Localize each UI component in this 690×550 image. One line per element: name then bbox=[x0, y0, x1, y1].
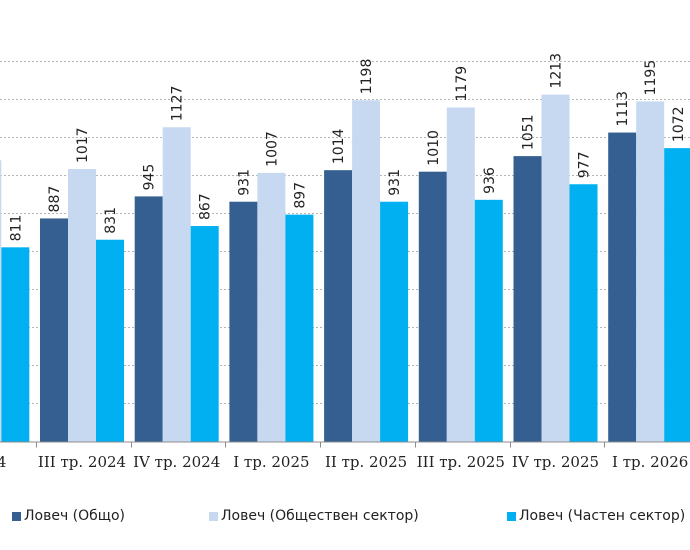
bar bbox=[664, 148, 690, 442]
bar bbox=[569, 184, 598, 442]
x-tick-label: IV тр. 2025 bbox=[512, 453, 599, 471]
legend-item-total: Ловеч (Общо) bbox=[12, 508, 125, 524]
x-tick-label: III тр. 2024 bbox=[38, 453, 126, 471]
data-label: 831 bbox=[103, 207, 119, 234]
data-label: 1213 bbox=[549, 53, 565, 89]
data-label: 936 bbox=[482, 167, 498, 194]
bar bbox=[324, 170, 353, 442]
bar bbox=[68, 169, 96, 442]
data-label: 1127 bbox=[170, 86, 186, 122]
x-tick-label: IV тр. 2024 bbox=[133, 453, 220, 471]
bar bbox=[418, 171, 447, 442]
bar bbox=[257, 172, 286, 442]
bar bbox=[162, 127, 191, 442]
data-label: 1198 bbox=[359, 59, 375, 95]
x-tick-label: 2024 bbox=[0, 453, 6, 471]
legend-item-private: Ловеч (Частен сектор) bbox=[507, 508, 685, 524]
data-label: 1051 bbox=[521, 114, 537, 150]
data-label: 1072 bbox=[671, 106, 687, 142]
bar bbox=[40, 218, 68, 442]
data-label: 811 bbox=[8, 215, 24, 242]
data-label: 1195 bbox=[643, 60, 659, 96]
data-label: 867 bbox=[198, 193, 214, 220]
legend-label-private: Ловеч (Частен сектор) bbox=[519, 508, 686, 524]
x-tick-label: II тр. 2025 bbox=[325, 453, 407, 471]
data-label: 945 bbox=[142, 164, 158, 191]
data-label: 887 bbox=[47, 186, 63, 213]
legend-label-public: Ловеч (Обществен сектор) bbox=[221, 508, 419, 524]
x-axis: 2024 III тр. 2024 IV тр. 2024 I тр. 2025 II … bbox=[0, 441, 690, 471]
bar bbox=[229, 201, 258, 442]
data-label: 897 bbox=[292, 182, 308, 209]
data-label: 1014 bbox=[331, 128, 347, 164]
bar bbox=[446, 107, 475, 442]
legend-item-public: Ловеч (Обществен сектор) bbox=[209, 508, 419, 524]
legend-swatch-total bbox=[12, 511, 21, 521]
bar bbox=[608, 132, 637, 442]
bar bbox=[285, 214, 314, 442]
legend-swatch-private bbox=[507, 511, 516, 521]
data-label: 931 bbox=[236, 169, 252, 196]
data-label: 977 bbox=[577, 152, 593, 179]
bar bbox=[636, 101, 665, 442]
legend-label-total: Ловеч (Общо) bbox=[24, 508, 126, 524]
bar bbox=[190, 226, 219, 442]
bar-chart: 811 887 1017 831 945 1127 867 931 1007 897 1014 119… bbox=[0, 53, 690, 471]
bar bbox=[1, 247, 30, 442]
legend: Ловеч (Общо) Ловеч (Обществен сектор) Ло… bbox=[0, 508, 690, 530]
bar bbox=[134, 196, 163, 442]
data-label: 1113 bbox=[615, 91, 631, 127]
data-label: 1007 bbox=[264, 131, 280, 167]
data-label: 1179 bbox=[454, 66, 470, 102]
x-tick-label: III тр. 2025 bbox=[417, 453, 505, 471]
data-label: 1010 bbox=[426, 130, 442, 166]
data-label: 1017 bbox=[75, 127, 91, 163]
x-tick-label: I тр. 2025 bbox=[233, 453, 309, 471]
bar bbox=[541, 94, 570, 442]
bar bbox=[352, 100, 381, 442]
bars bbox=[0, 94, 690, 442]
x-tick-label: I тр. 2026 bbox=[612, 453, 688, 471]
bar bbox=[474, 199, 503, 442]
bar bbox=[0, 160, 2, 442]
data-label: 931 bbox=[387, 169, 403, 196]
bar bbox=[96, 239, 124, 442]
bar bbox=[380, 201, 409, 442]
data-labels: 811 887 1017 831 945 1127 867 931 1007 897 1014 119… bbox=[8, 53, 687, 241]
bar bbox=[513, 156, 542, 442]
legend-swatch-public bbox=[209, 511, 218, 521]
